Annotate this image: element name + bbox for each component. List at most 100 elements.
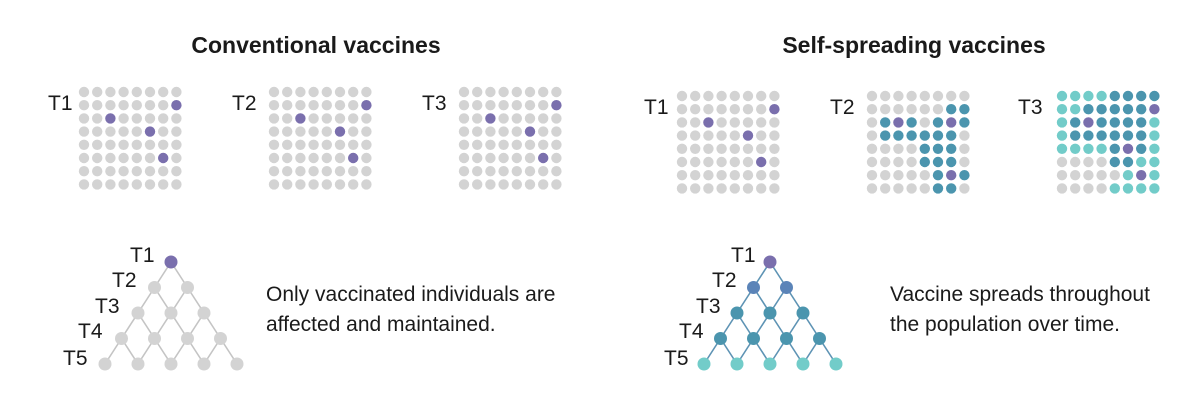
grid-dot-spread-dark-p2-t3 — [1122, 156, 1134, 168]
grid-dot-unvaccinated-p2-t3 — [1070, 183, 1081, 194]
grid-dot-unvaccinated-p1-t1 — [171, 166, 182, 177]
grid-dot-unvaccinated-p1-t2 — [295, 100, 306, 111]
grid-dot-unvaccinated-p2-t2 — [893, 183, 904, 194]
grid-dot-unvaccinated-p1-t3 — [498, 139, 509, 150]
grid-dot-unvaccinated-p2-t1 — [756, 90, 767, 102]
grid-dot-unvaccinated-p2-t2 — [866, 104, 878, 115]
grid-dot-unvaccinated-p1-t3 — [498, 152, 509, 164]
grid-dot-unvaccinated-p1-t1 — [78, 100, 90, 111]
grid-dot-unvaccinated-p1-t2 — [308, 139, 319, 150]
grid-dot-unvaccinated-p2-t2 — [880, 156, 891, 168]
grid-dot-unvaccinated-p1-t3 — [458, 113, 470, 124]
grid-dot-unvaccinated-p1-t3 — [472, 100, 483, 111]
grid-dot-unvaccinated-p1-t1 — [105, 179, 116, 190]
grid-dot-spread-light-p2-t3 — [1149, 156, 1160, 168]
grid-label-conventional-t1: T1 — [48, 92, 73, 115]
grid-dot-spread-dark-p2-t2 — [919, 143, 930, 154]
grid-dot-unvaccinated-p2-t1 — [756, 117, 767, 128]
grid-dot-spread-dark-p2-t2 — [932, 183, 944, 194]
grid-dot-unvaccinated-p2-t1 — [716, 183, 727, 194]
grid-dot-unvaccinated-p1-t2 — [308, 86, 319, 98]
grid-dot-spread-light-p2-t3 — [1122, 183, 1134, 194]
grid-dot-unvaccinated-p2-t1 — [729, 90, 740, 102]
grid-dot-unvaccinated-p1-t1 — [105, 100, 116, 111]
grid-label-conventional-t3: T3 — [422, 92, 447, 115]
tree-node-spread-dark-p2-t3 — [763, 306, 777, 320]
grid-dot-spread-dark-p2-t2 — [959, 104, 970, 115]
grid-dot-unvaccinated-p1-t1 — [131, 86, 142, 98]
grid-dot-unvaccinated-p2-t3 — [1096, 156, 1107, 168]
tree-node-unvaccinated-p1-t5 — [98, 357, 112, 371]
grid-dot-unvaccinated-p2-t2 — [932, 104, 944, 115]
grid-dot-unvaccinated-p2-t1 — [690, 130, 701, 141]
grid-dot-unvaccinated-p1-t3 — [538, 126, 549, 137]
grid-dot-unvaccinated-p2-t1 — [742, 104, 754, 115]
grid-dot-unvaccinated-p2-t3 — [1109, 170, 1121, 181]
grid-dot-unvaccinated-p1-t3 — [511, 100, 522, 111]
grid-dot-unvaccinated-p2-t1 — [742, 143, 754, 154]
grid-dot-unvaccinated-p2-t3 — [1096, 183, 1107, 194]
grid-dot-unvaccinated-p1-t3 — [472, 166, 483, 177]
grid-dot-unvaccinated-p1-t3 — [485, 100, 496, 111]
grid-dot-spread-dark-p2-t3 — [1109, 130, 1121, 141]
tree-node-unvaccinated-p1-t2 — [148, 281, 161, 294]
grid-dot-unvaccinated-p1-t1 — [131, 179, 142, 190]
grid-dot-unvaccinated-p2-t1 — [769, 183, 780, 194]
grid-dot-unvaccinated-p1-t1 — [171, 139, 182, 150]
grid-dot-unvaccinated-p2-t1 — [676, 156, 688, 168]
grid-dot-unvaccinated-p2-t2 — [866, 183, 878, 194]
grid-dot-unvaccinated-p2-t2 — [893, 104, 904, 115]
grid-dot-unvaccinated-p1-t2 — [334, 139, 346, 150]
grid-dot-unvaccinated-p1-t3 — [458, 179, 470, 190]
grid-dot-unvaccinated-p2-t2 — [919, 90, 930, 102]
grid-dot-unvaccinated-p2-t1 — [716, 130, 727, 141]
grid-dot-unvaccinated-p2-t2 — [893, 143, 904, 154]
grid-dot-unvaccinated-p2-t1 — [716, 117, 727, 128]
grid-dot-unvaccinated-p1-t1 — [78, 139, 90, 150]
grid-dot-spread-dark-p2-t2 — [946, 183, 957, 194]
grid-dot-unvaccinated-p2-t2 — [959, 143, 970, 154]
grid-dot-unvaccinated-p2-t2 — [866, 90, 878, 102]
grid-dot-unvaccinated-p1-t3 — [498, 179, 509, 190]
grid-dot-unvaccinated-p2-t1 — [716, 170, 727, 181]
grid-dot-unvaccinated-p1-t2 — [282, 152, 293, 164]
grid-dot-unvaccinated-p1-t2 — [361, 86, 372, 98]
grid-dot-unvaccinated-p1-t2 — [321, 179, 332, 190]
grid-dot-spread-dark-p2-t3 — [1136, 117, 1147, 128]
grid-dot-unvaccinated-p2-t3 — [1083, 170, 1094, 181]
grid-dot-spread-dark-p2-t2 — [946, 104, 957, 115]
grid-dot-spread-light-p2-t3 — [1056, 90, 1068, 102]
grid-dot-unvaccinated-p2-t2 — [880, 143, 891, 154]
panel-title-conventional: Conventional vaccines — [191, 32, 440, 58]
grid-dot-unvaccinated-p1-t1 — [131, 139, 142, 150]
grid-label-self-spreading-t2: T2 — [830, 96, 855, 119]
grid-dot-unvaccinated-p2-t1 — [729, 130, 740, 141]
grid-dot-spread-dark-p2-t2 — [959, 117, 970, 128]
grid-dot-unvaccinated-p1-t2 — [321, 126, 332, 137]
grid-dot-unvaccinated-p2-t1 — [729, 183, 740, 194]
grid-dot-vaccinated-p1-t1 — [171, 100, 182, 111]
grid-dot-unvaccinated-p2-t1 — [742, 170, 754, 181]
grid-dot-unvaccinated-p1-t3 — [538, 139, 549, 150]
grid-dot-spread-light-p2-t3 — [1056, 104, 1068, 115]
grid-dot-unvaccinated-p1-t3 — [551, 113, 562, 124]
grid-dot-unvaccinated-p2-t1 — [703, 183, 714, 194]
grid-dot-unvaccinated-p1-t3 — [511, 166, 522, 177]
tree-label-conventional-t5: T5 — [63, 347, 88, 370]
grid-dot-unvaccinated-p2-t1 — [690, 183, 701, 194]
tree-node-spread-light-p2-t5 — [763, 357, 777, 371]
grid-dot-unvaccinated-p1-t3 — [511, 86, 522, 98]
grid-dot-unvaccinated-p1-t3 — [524, 113, 536, 124]
grid-dot-unvaccinated-p1-t3 — [458, 139, 470, 150]
grid-dot-spread-light-p2-t3 — [1149, 130, 1160, 141]
grid-dot-vaccinated-p1-t2 — [348, 152, 359, 164]
grid-dot-spread-dark-p2-t2 — [946, 156, 957, 168]
grid-dot-unvaccinated-p2-t1 — [703, 143, 714, 154]
tree-node-unvaccinated-p1-t3 — [131, 306, 145, 320]
grid-dot-unvaccinated-p2-t2 — [906, 170, 917, 181]
grid-dot-unvaccinated-p1-t1 — [78, 166, 90, 177]
grid-dot-vaccinated-p2-t2 — [946, 170, 957, 181]
grid-dot-unvaccinated-p1-t3 — [485, 126, 496, 137]
